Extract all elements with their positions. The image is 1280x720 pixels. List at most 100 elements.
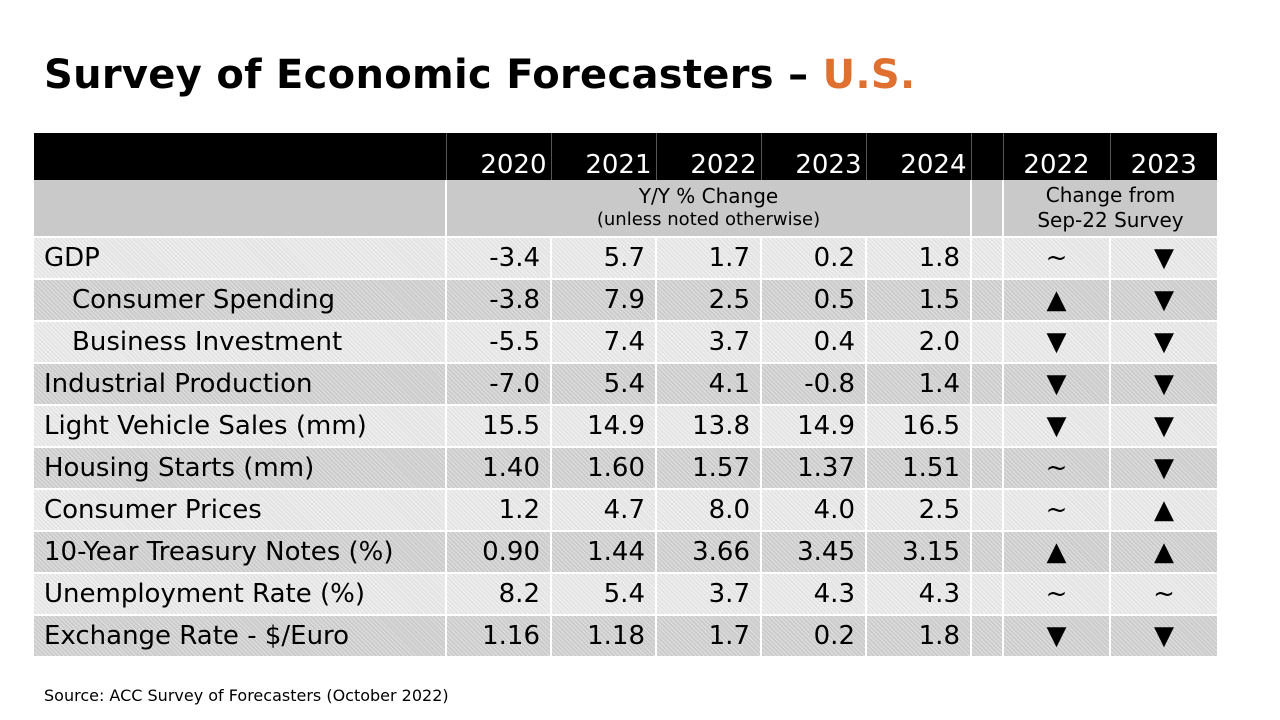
change-indicator: ▼ xyxy=(1109,615,1217,658)
change-indicator: ▼ xyxy=(1109,237,1217,280)
row-label: Consumer Spending xyxy=(34,279,446,322)
change-indicator: ▼ xyxy=(1002,615,1110,658)
change-indicator: ▲ xyxy=(1109,489,1217,532)
change-indicator: ▲ xyxy=(1002,279,1110,322)
value-cell: 13.8 xyxy=(655,405,761,448)
subheader-yy-line1: Y/Y % Change xyxy=(638,184,779,208)
year-header: 2023 xyxy=(760,133,866,180)
change-indicator: ~ xyxy=(1002,447,1110,490)
value-cell: 4.3 xyxy=(760,573,866,616)
value-cell: 3.7 xyxy=(655,573,761,616)
gap-cell xyxy=(970,531,1003,574)
change-indicator: ~ xyxy=(1002,489,1110,532)
change-year-header: 2022 xyxy=(1002,133,1110,180)
gap-cell xyxy=(970,279,1003,322)
forecast-table: 2020 2021 2022 2023 2024 2022 2023 Y/Y %… xyxy=(34,133,1217,658)
row-label: Business Investment xyxy=(34,321,446,364)
change-indicator: ▼ xyxy=(1002,321,1110,364)
table-row: Industrial Production -7.0 5.4 4.1 -0.8 1.4 ▼ ▼ xyxy=(34,363,1217,406)
row-label: Light Vehicle Sales (mm) xyxy=(34,405,446,448)
gap-cell xyxy=(970,489,1003,532)
value-cell: 2.5 xyxy=(655,279,761,322)
value-cell: 1.18 xyxy=(550,615,656,658)
value-cell: 8.2 xyxy=(445,573,551,616)
change-indicator: ▼ xyxy=(1109,363,1217,406)
value-cell: 4.1 xyxy=(655,363,761,406)
value-cell: 3.7 xyxy=(655,321,761,364)
change-year-header: 2023 xyxy=(1109,133,1217,180)
value-cell: 7.4 xyxy=(550,321,656,364)
page-title: Survey of Economic Forecasters – U.S. xyxy=(44,52,916,98)
value-cell: 14.9 xyxy=(760,405,866,448)
value-cell: -5.5 xyxy=(445,321,551,364)
value-cell: 1.37 xyxy=(760,447,866,490)
gap-cell xyxy=(970,363,1003,406)
subheader-blank xyxy=(34,180,446,238)
row-label: Consumer Prices xyxy=(34,489,446,532)
gap-cell xyxy=(970,615,1003,658)
change-indicator: ▼ xyxy=(1002,363,1110,406)
subheader-yy-line2: (unless noted otherwise) xyxy=(596,209,821,230)
row-label: Unemployment Rate (%) xyxy=(34,573,446,616)
gap-cell xyxy=(970,405,1003,448)
table-row: 10-Year Treasury Notes (%) 0.90 1.44 3.66 3.… xyxy=(34,531,1217,574)
value-cell: 1.57 xyxy=(655,447,761,490)
value-cell: 0.4 xyxy=(760,321,866,364)
change-indicator: ▲ xyxy=(1002,531,1110,574)
table-row: GDP -3.4 5.7 1.7 0.2 1.8 ~ ▼ xyxy=(34,237,1217,280)
value-cell: 4.7 xyxy=(550,489,656,532)
value-cell: 1.51 xyxy=(865,447,971,490)
table-row: Consumer Prices 1.2 4.7 8.0 4.0 2.5 ~ ▲ xyxy=(34,489,1217,532)
value-cell: 2.5 xyxy=(865,489,971,532)
year-header: 2020 xyxy=(445,133,551,180)
value-cell: 1.8 xyxy=(865,237,971,280)
table-row: Consumer Spending -3.8 7.9 2.5 0.5 1.5 ▲ ▼ xyxy=(34,279,1217,322)
value-cell: 5.4 xyxy=(550,573,656,616)
change-indicator: ▼ xyxy=(1109,279,1217,322)
value-cell: -3.4 xyxy=(445,237,551,280)
subheader-change-line2: Sep-22 Survey xyxy=(1037,208,1184,232)
value-cell: 4.3 xyxy=(865,573,971,616)
value-cell: 0.5 xyxy=(760,279,866,322)
value-cell: -0.8 xyxy=(760,363,866,406)
year-header-row: 2020 2021 2022 2023 2024 2022 2023 xyxy=(34,133,1217,180)
value-cell: 0.2 xyxy=(760,237,866,280)
value-cell: 16.5 xyxy=(865,405,971,448)
value-cell: 5.7 xyxy=(550,237,656,280)
subheader-change-from: Change from Sep-22 Survey xyxy=(1002,180,1217,238)
year-header: 2021 xyxy=(550,133,656,180)
gap-cell xyxy=(970,573,1003,616)
row-label: 10-Year Treasury Notes (%) xyxy=(34,531,446,574)
table-row: Business Investment -5.5 7.4 3.7 0.4 2.0 ▼ ▼ xyxy=(34,321,1217,364)
value-cell: 1.5 xyxy=(865,279,971,322)
row-label: Housing Starts (mm) xyxy=(34,447,446,490)
title-main: Survey of Economic Forecasters – xyxy=(44,52,823,98)
subheader-gap xyxy=(970,180,1003,238)
value-cell: 0.90 xyxy=(445,531,551,574)
value-cell: 3.66 xyxy=(655,531,761,574)
change-indicator: ▼ xyxy=(1109,447,1217,490)
source-note: Source: ACC Survey of Forecasters (Octob… xyxy=(44,686,449,705)
year-header: 2024 xyxy=(865,133,971,180)
row-label: Industrial Production xyxy=(34,363,446,406)
row-label: GDP xyxy=(34,237,446,280)
table-row: Light Vehicle Sales (mm) 15.5 14.9 13.8 14.9… xyxy=(34,405,1217,448)
gap-cell xyxy=(970,447,1003,490)
value-cell: 1.60 xyxy=(550,447,656,490)
change-indicator: ▼ xyxy=(1109,321,1217,364)
change-indicator: ~ xyxy=(1109,573,1217,616)
subheader-change-line1: Change from xyxy=(1045,183,1176,207)
value-cell: 1.44 xyxy=(550,531,656,574)
value-cell: 1.7 xyxy=(655,615,761,658)
value-cell: -7.0 xyxy=(445,363,551,406)
title-accent: U.S. xyxy=(822,52,916,98)
value-cell: 15.5 xyxy=(445,405,551,448)
value-cell: 1.7 xyxy=(655,237,761,280)
subheader-yy-change: Y/Y % Change (unless noted otherwise) xyxy=(445,180,971,238)
value-cell: 3.15 xyxy=(865,531,971,574)
table-row: Housing Starts (mm) 1.40 1.60 1.57 1.37 1.51 ~… xyxy=(34,447,1217,490)
header-gap xyxy=(970,133,1003,180)
change-indicator: ▲ xyxy=(1109,531,1217,574)
value-cell: 3.45 xyxy=(760,531,866,574)
value-cell: 1.40 xyxy=(445,447,551,490)
